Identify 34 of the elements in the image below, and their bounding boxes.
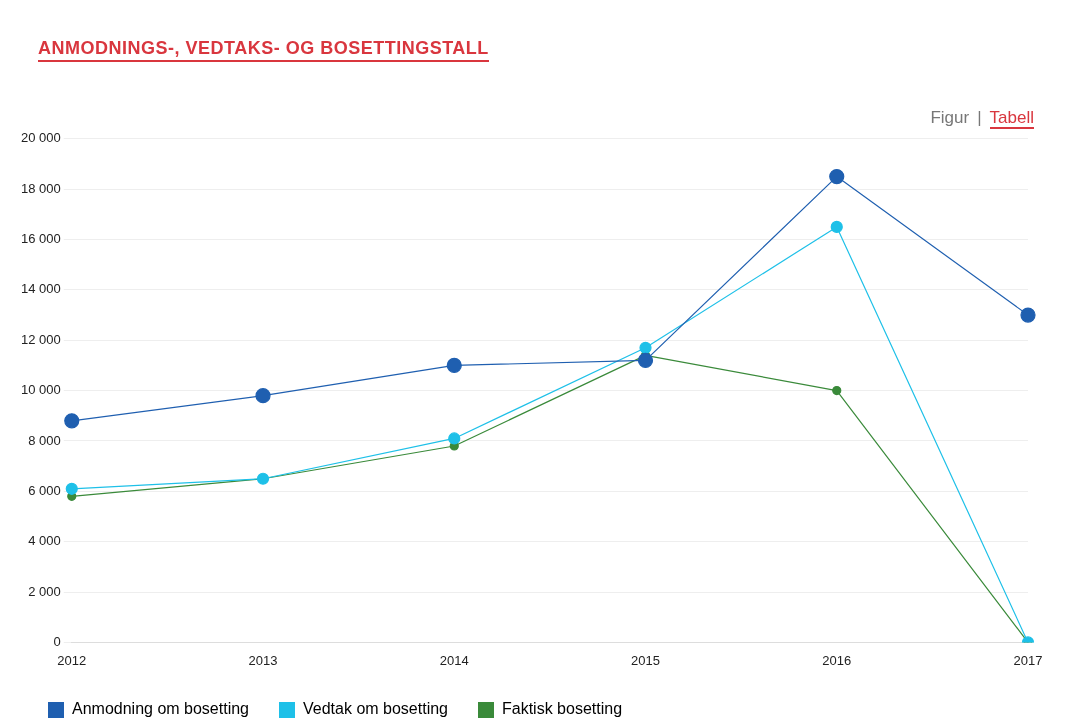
point [637,352,654,368]
x-tick-label: 2015 [631,652,660,668]
point [830,220,843,234]
y-tick-label: 14 000 [21,281,61,297]
y-tick-label: 6 000 [28,482,61,498]
point [639,341,652,354]
x-tick-label: 2016 [822,652,852,668]
y-tick-label: 8 000 [28,432,61,448]
point [832,386,842,396]
y-tick-label: 20 000 [21,130,61,146]
x-tick-label: 2017 [1013,652,1043,668]
point [64,413,80,429]
y-tick-label: 16 000 [21,231,61,247]
point [255,388,271,404]
x-tick-label: 2012 [57,652,87,668]
text: Tabell [989,108,1034,129]
y-tick-label: 0 [53,633,61,649]
text: Figur [930,108,970,127]
x-tick-label: 2013 [248,652,278,668]
point [829,168,845,185]
point [1020,307,1036,323]
y-tick-label: 10 000 [21,382,61,398]
y-tick-label: 18 000 [21,180,61,196]
text: | [977,108,982,127]
legend-label: Anmodning om bosetting [72,700,249,718]
legend-label: Faktisk bosetting [501,700,623,718]
point [448,432,461,445]
y-tick-label: 4 000 [28,533,61,549]
y-tick-label: 2 000 [28,583,61,599]
point [446,357,462,374]
legend-label: Vedtak om bosetting [303,700,448,718]
x-tick-label: 2014 [439,652,469,668]
chart-title: ANMODNINGS-, VEDTAKS- OG BOSETTINGSTALL [38,38,489,62]
y-tick-label: 12 000 [21,331,61,347]
